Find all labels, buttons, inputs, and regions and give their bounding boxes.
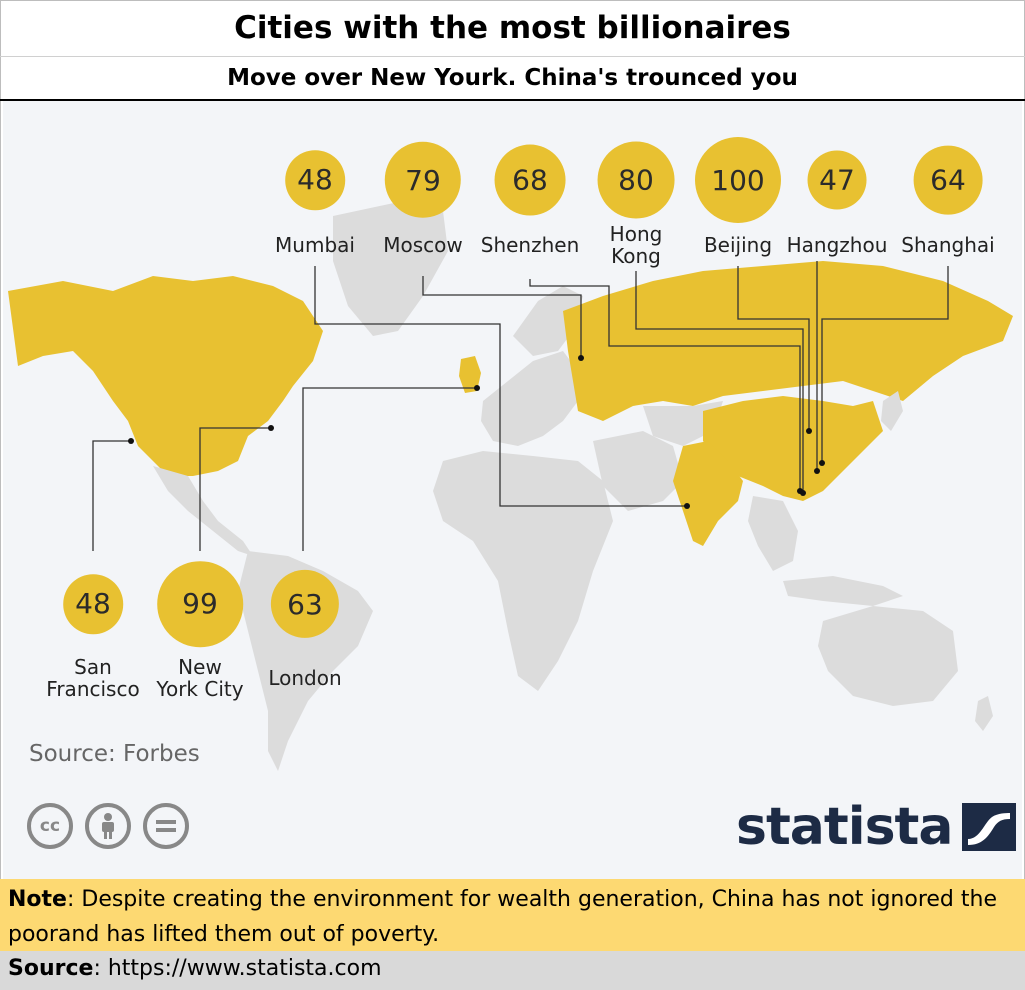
city-label-shenzhen: Shenzhen	[480, 233, 580, 257]
leader-line-new-york	[199, 427, 271, 551]
city-label-shanghai: Shanghai	[901, 233, 995, 257]
uk-shape	[459, 356, 481, 393]
leader-line-san-francisco	[92, 440, 131, 551]
greenland-shape	[333, 201, 448, 336]
city-dot-hongkong	[800, 490, 806, 496]
city-dot-new-york	[268, 425, 274, 431]
indonesia-shape	[783, 576, 903, 606]
city-dot-mumbai	[684, 503, 690, 509]
city-dot-london	[474, 385, 480, 391]
city-label-hong-kong: Hong Kong	[609, 222, 663, 268]
city-label-london: London	[268, 666, 342, 690]
india-shape	[673, 441, 743, 546]
statista-wordmark: statista	[736, 797, 953, 857]
no-derivatives-icon[interactable]	[143, 803, 189, 849]
japan-shape	[881, 391, 903, 431]
leader-line-mumbai	[314, 266, 687, 507]
city-label-new-york-city: New York City	[156, 655, 244, 701]
equals-glyph	[156, 820, 176, 832]
leader-line-shanghai	[821, 266, 949, 463]
person-glyph	[102, 813, 114, 839]
city-label-hangzhou: Hangzhou	[786, 233, 888, 257]
southeast-asia-shape	[748, 496, 798, 571]
bubble-new-york-city: 99	[157, 561, 243, 647]
city-dot-shanghai	[819, 460, 825, 466]
china-shape	[703, 396, 883, 501]
cc-icon[interactable]: cc	[27, 803, 73, 849]
australia-shape	[818, 606, 958, 706]
bubble-hangzhou: 47	[807, 150, 867, 210]
source-label: Source	[8, 956, 94, 981]
leader-line-hongkong	[635, 271, 804, 493]
leader-line-shenzhen	[529, 279, 801, 491]
source-bar: Source: https://www.statista.com	[0, 951, 1025, 990]
bubble-mumbai: 48	[285, 150, 345, 210]
leader-line-moscow	[422, 276, 582, 358]
middle-east-shape	[593, 431, 683, 511]
attribution-icon[interactable]	[85, 803, 131, 849]
map-source-text: Source: Forbes	[29, 741, 200, 767]
bubble-beijing: 100	[695, 137, 781, 223]
bubble-moscow: 79	[384, 141, 462, 219]
central-america-shape	[153, 466, 253, 556]
city-dots	[128, 355, 825, 509]
city-label-moscow: Moscow	[383, 233, 463, 257]
source-url[interactable]: : https://www.statista.com	[93, 956, 382, 981]
europe-shape	[481, 351, 578, 446]
new-zealand-shape	[975, 696, 993, 731]
statista-mark-icon	[962, 803, 1017, 851]
page-subtitle: Move over New Yourk. China's trounced yo…	[0, 57, 1025, 101]
leader-line-london	[302, 387, 477, 551]
africa-shape	[433, 451, 613, 691]
map-panel: 48 Mumbai 79 Moscow 68 Shenzhen 80 Hong Kong 100…	[3, 101, 1022, 879]
statista-logo[interactable]: statista	[736, 797, 1017, 857]
bubble-shanghai: 64	[913, 145, 983, 215]
city-dot-hangzhou	[814, 468, 820, 474]
bubble-shenzhen: 68	[494, 144, 566, 216]
city-label-mumbai: Mumbai	[275, 233, 355, 257]
bubble-hong-kong: 80	[597, 141, 675, 219]
license-icons: cc	[27, 803, 189, 849]
note-label: Note	[8, 887, 67, 912]
city-dot-moscow	[578, 355, 584, 361]
leader-line-beijing	[737, 266, 810, 431]
page-title: Cities with the most billionaires	[0, 0, 1025, 57]
bubble-london: 63	[270, 569, 340, 639]
city-dot-san-francisco	[128, 438, 134, 444]
russia-shape	[563, 261, 1013, 421]
note-text: : Despite creating the environment for w…	[8, 887, 997, 947]
note-bar: Note: Despite creating the environment f…	[0, 879, 1025, 951]
leader-lines	[92, 261, 949, 551]
city-dot-beijing	[806, 428, 812, 434]
scandinavia-shape	[513, 286, 583, 356]
bubble-san-francisco: 48	[63, 574, 123, 634]
city-label-san-francisco: San Francisco	[46, 655, 140, 701]
city-label-beijing: Beijing	[703, 233, 773, 257]
north-america-shape	[8, 276, 323, 476]
